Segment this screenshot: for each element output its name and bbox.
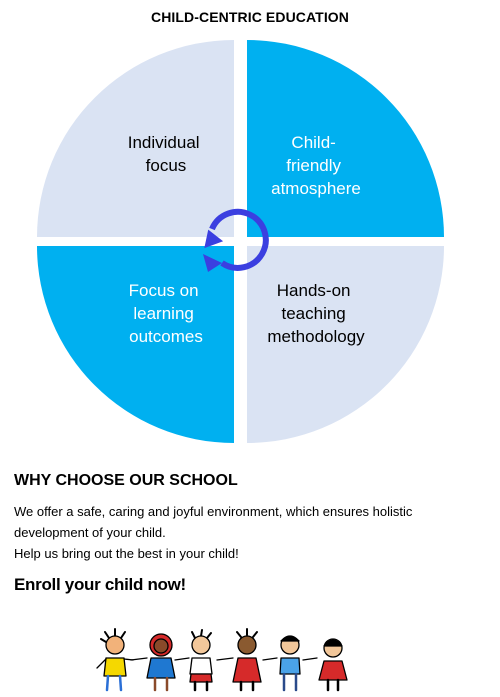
circular-arrow-icon: [203, 208, 269, 272]
page-title: CHILD-CENTRIC EDUCATION: [150, 9, 350, 25]
segment-top-left: Individual focus: [37, 40, 234, 237]
description-paragraph-2: Help us bring out the best in your child…: [14, 546, 239, 561]
cycle-diagram: Individual focus Child- friendly atmosph…: [37, 40, 444, 443]
segment-top-left-shape: [37, 40, 234, 237]
segment-bottom-left-label: Focus on learning outcomes: [129, 281, 204, 346]
segment-top-right-label: Child- friendly atmosphere: [271, 133, 361, 198]
segment-bottom-right-label: Hands-on teaching methodology: [267, 281, 365, 346]
children-holding-hands-icon: [96, 628, 348, 692]
segment-top-left-label: Individual focus: [128, 133, 205, 175]
segment-bottom-right-shape: [247, 246, 444, 443]
segment-bottom-left-shape: [37, 246, 234, 443]
segment-bottom-left: Focus on learning outcomes: [37, 246, 234, 443]
description-paragraph-1: We offer a safe, caring and joyful envir…: [14, 504, 413, 540]
segment-top-right: Child- friendly atmosphere: [247, 40, 444, 237]
why-choose-heading: WHY CHOOSE OUR SCHOOL: [14, 472, 238, 489]
enroll-cta: Enroll your child now!: [14, 575, 186, 594]
segment-top-right-shape: [247, 40, 444, 237]
segment-bottom-right: Hands-on teaching methodology: [247, 246, 444, 443]
description-text: We offer a safe, caring and joyful envir…: [14, 501, 489, 564]
